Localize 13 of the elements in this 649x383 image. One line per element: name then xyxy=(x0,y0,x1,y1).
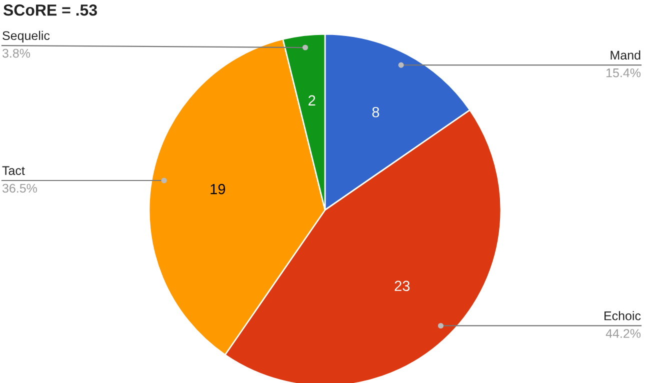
slice-label: Sequelic xyxy=(2,30,50,43)
data-label: 23 xyxy=(394,280,410,292)
text: 44.2% xyxy=(606,329,641,338)
text: 36.5% xyxy=(2,184,37,193)
text: 15.4% xyxy=(606,68,641,78)
slice-label: Echoic xyxy=(604,311,641,320)
text: 3.8% xyxy=(2,48,30,58)
slice-label: Tact xyxy=(2,166,25,176)
chart-title: SCoRE = .53 xyxy=(3,4,97,16)
data-label: 8 xyxy=(372,106,380,118)
slice-label: Mand xyxy=(610,50,640,60)
data-label: 19 xyxy=(210,184,226,194)
data-label: 2 xyxy=(308,95,316,106)
